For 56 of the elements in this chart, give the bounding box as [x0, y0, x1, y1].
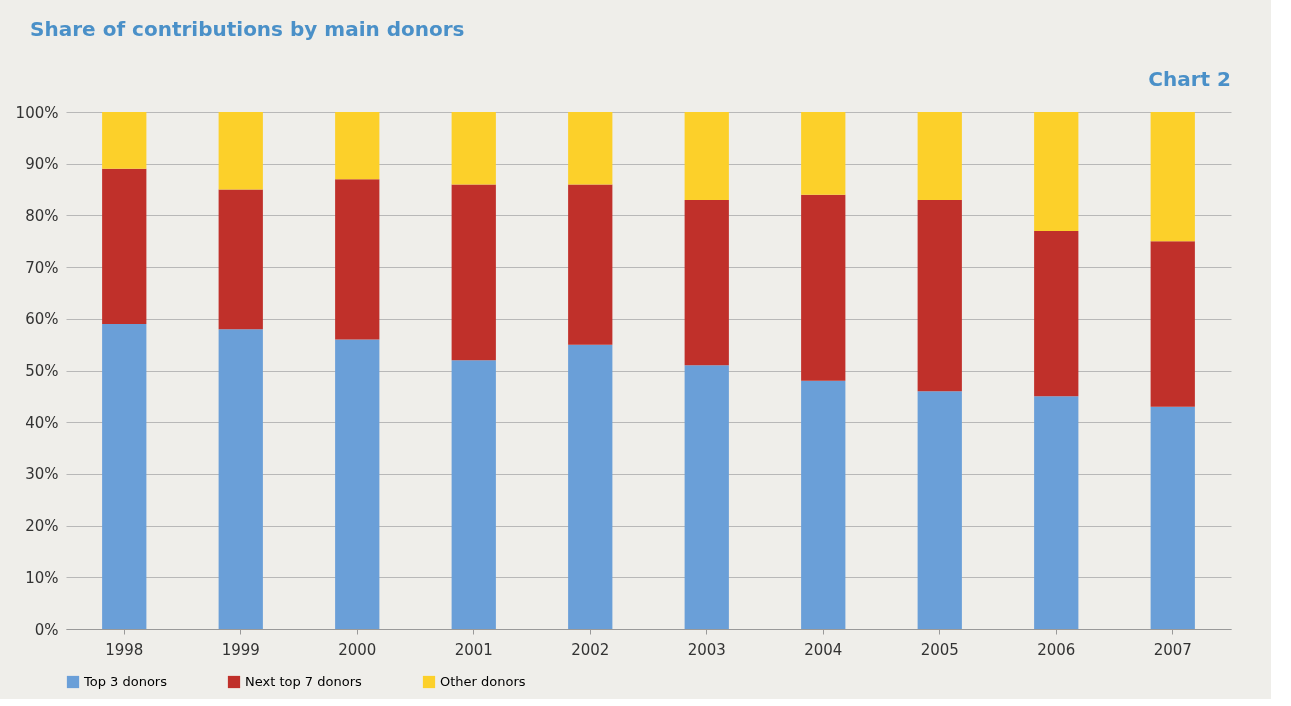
bar [218, 189, 263, 330]
chart-title: Share of contributions by main donors [30, 17, 465, 41]
y-tick-label: 80% [25, 206, 59, 225]
bar [218, 329, 263, 629]
y-tick-label: 10% [25, 568, 59, 587]
bar [568, 112, 613, 185]
legend-label: Next top 7 donors [245, 674, 362, 689]
bar [568, 344, 613, 629]
x-tick-label: 2007 [1153, 640, 1192, 659]
x-tick-label: 1999 [221, 640, 260, 659]
bar [102, 112, 147, 169]
bar [102, 168, 147, 324]
x-tick-label: 2006 [1037, 640, 1076, 659]
bar [684, 199, 729, 366]
bar [218, 112, 263, 190]
y-tick-label: 40% [25, 413, 59, 432]
x-tick-label: 2002 [571, 640, 610, 659]
y-tick-label: 100% [15, 103, 59, 122]
legend-label: Other donors [440, 674, 526, 689]
bar [684, 112, 729, 200]
x-tick-label: 2005 [920, 640, 959, 659]
bar [335, 179, 380, 340]
bar [917, 199, 962, 392]
bar [917, 112, 962, 200]
bar [451, 184, 496, 361]
x-tick-label: 2003 [687, 640, 726, 659]
y-tick-label: 0% [34, 620, 59, 639]
bar [684, 365, 729, 629]
bar [335, 339, 380, 629]
x-tick-label: 1998 [105, 640, 144, 659]
bar [568, 184, 613, 345]
bar [917, 391, 962, 629]
y-tick-label: 20% [25, 517, 59, 536]
y-tick-label: 90% [25, 155, 59, 174]
bar [1150, 112, 1195, 242]
y-tick-label: 50% [25, 362, 59, 380]
x-tick-label: 2000 [338, 640, 377, 659]
bar [1034, 230, 1079, 397]
bar [1150, 241, 1195, 407]
y-tick-label: 30% [25, 465, 59, 484]
bar [801, 112, 846, 195]
bar [801, 194, 846, 381]
bar [801, 380, 846, 629]
bar [1034, 396, 1079, 629]
bar [451, 360, 496, 629]
y-tick-label: 60% [25, 310, 59, 329]
bar [102, 323, 147, 629]
bar [335, 112, 380, 180]
caption: Chart 2 [1148, 67, 1231, 91]
bar [1034, 112, 1079, 231]
bar [451, 112, 496, 185]
legend-label: Top 3 donors [83, 674, 168, 689]
x-tick-label: 2001 [454, 640, 493, 659]
x-tick-label: 2004 [804, 640, 843, 659]
bar [1150, 406, 1195, 629]
y-tick-label: 70% [25, 258, 59, 277]
